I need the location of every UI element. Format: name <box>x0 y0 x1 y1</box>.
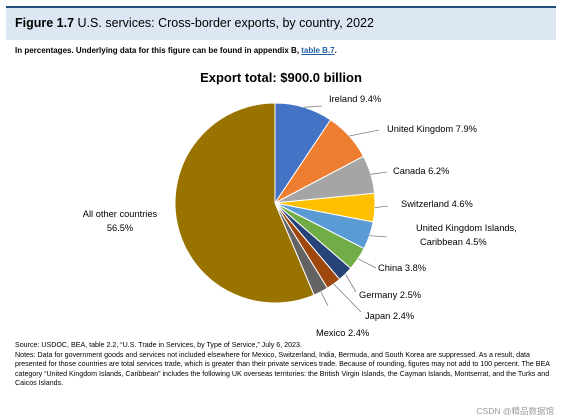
slice-label: Canada 6.2% <box>393 166 449 176</box>
source-note: Source: USDOC, BEA, table 2.2, “U.S. Tra… <box>15 341 302 349</box>
figure-title-text: U.S. services: Cross-border exports, by … <box>77 16 374 30</box>
figure-title-bar: Figure 1.7 U.S. services: Cross-border e… <box>6 6 556 40</box>
figure-number: Figure 1.7 <box>15 16 75 30</box>
slice-label: Switzerland 4.6% <box>401 199 473 209</box>
figure-notes: Source: USDOC, BEA, table 2.2, “U.S. Tra… <box>15 341 555 389</box>
slice-label: All other countries 56.5% <box>83 209 158 233</box>
leader-line <box>345 273 357 293</box>
chart-title: Export total: $900.0 billion <box>200 70 362 85</box>
subtitle-text: In percentages. Underlying data for this… <box>15 46 302 55</box>
slice-label: China 3.8% <box>378 263 426 273</box>
leader-line <box>349 129 380 137</box>
pie-chart: Ireland 9.4% United Kingdom 7.9% Canada 6.… <box>83 94 517 336</box>
figure-title: Figure 1.7 U.S. services: Cross-border e… <box>15 16 374 30</box>
slice-label: Japan 2.4% <box>365 311 414 321</box>
leader-line <box>320 291 329 307</box>
subtitle-end: . <box>334 46 337 55</box>
leader-line <box>333 283 362 313</box>
notes-text: Notes: Data for government goods and ser… <box>15 350 550 388</box>
slice-label: Germany 2.5% <box>359 290 421 300</box>
leader-line <box>374 205 389 209</box>
figure: Figure 1.7 U.S. services: Cross-border e… <box>6 6 556 414</box>
watermark: CSDN @精品数据馆 <box>476 406 554 416</box>
pie-slice-all-other-countries <box>174 102 315 304</box>
figure-subtitle: In percentages. Underlying data for this… <box>15 46 337 55</box>
leader-line <box>303 105 323 108</box>
leader-line <box>370 171 388 175</box>
table-link[interactable]: table B.7 <box>301 46 335 55</box>
slice-label: United Kingdom 7.9% <box>387 124 477 134</box>
slice-label: United Kingdom Islands, Caribbean 4.5% <box>416 223 517 247</box>
leader-line <box>357 258 377 269</box>
slice-label: Ireland 9.4% <box>329 94 381 104</box>
slice-label: Mexico 2.4% <box>316 328 369 336</box>
leader-line <box>369 235 388 238</box>
